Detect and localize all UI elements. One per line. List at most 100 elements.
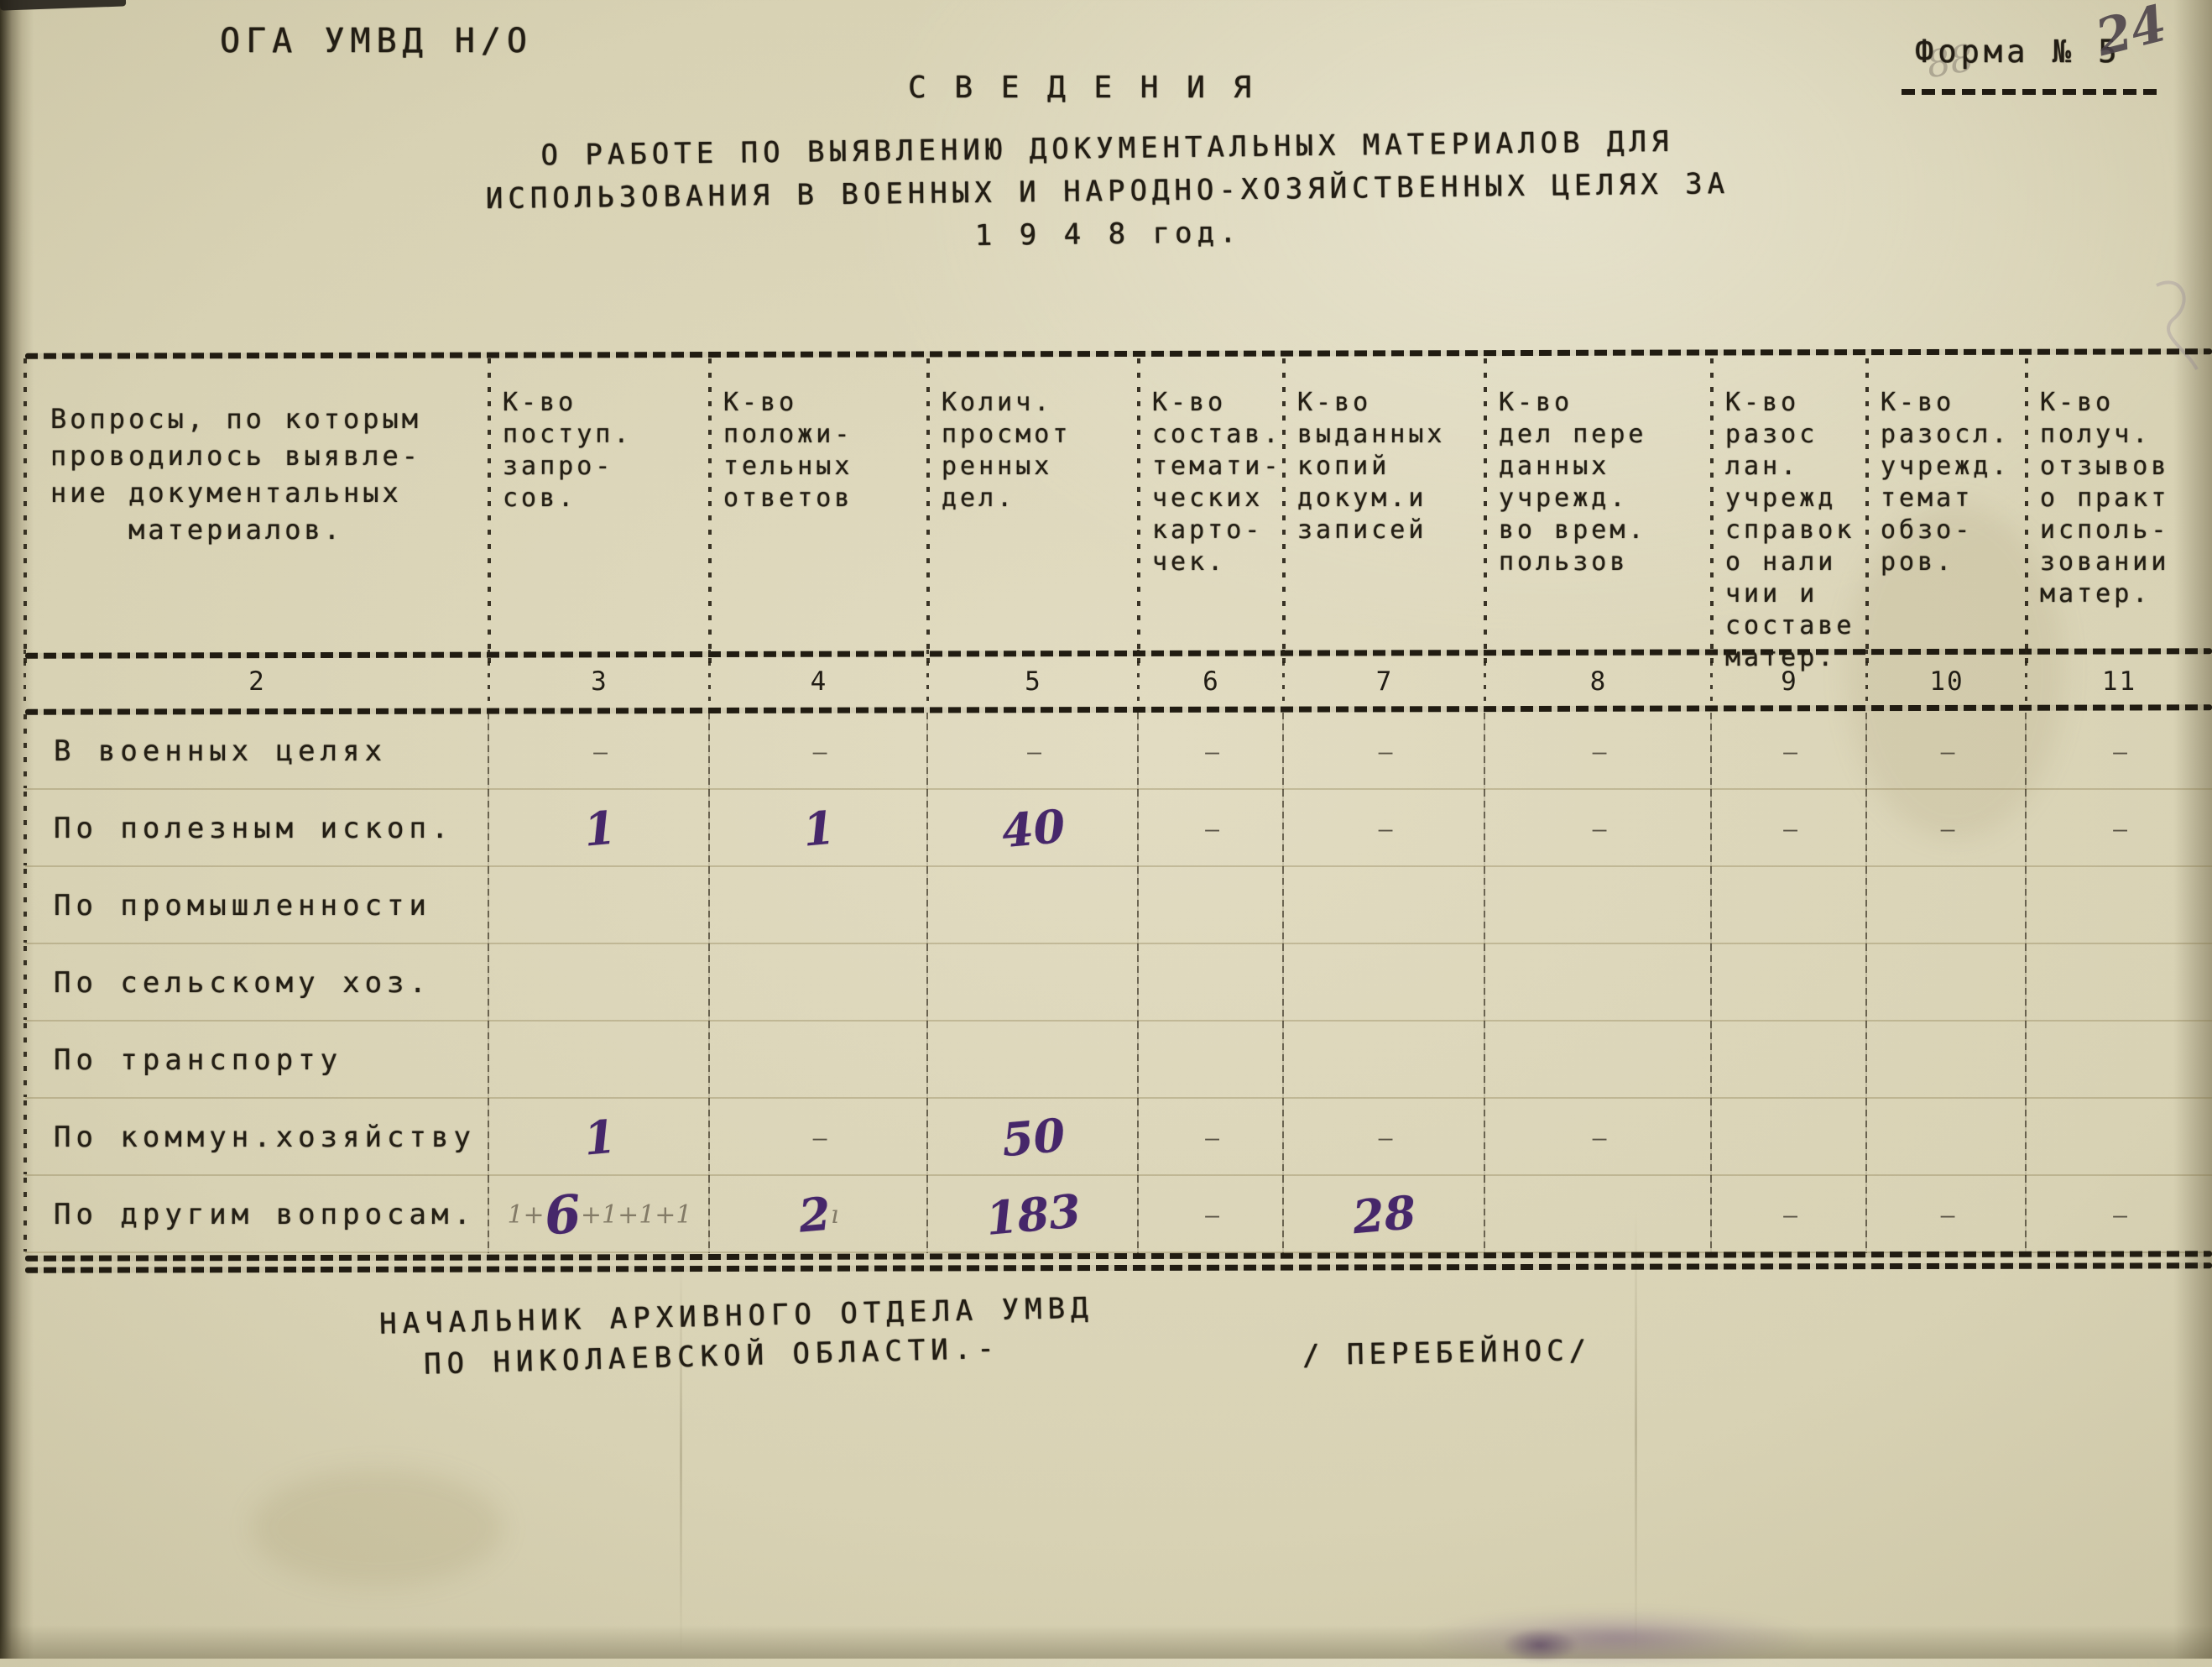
table-cell: — xyxy=(1710,713,1867,790)
table-cell: 28 xyxy=(1282,1176,1485,1253)
cell-value: — xyxy=(593,737,608,766)
cell-value: — xyxy=(1783,814,1797,843)
table-cell: — xyxy=(1865,790,2027,867)
row-label: В военных целях xyxy=(23,713,489,790)
document-title: О РАБОТЕ ПО ВЫЯВЛЕНИЮ ДОКУМЕНТАЛЬНЫХ МАТ… xyxy=(402,119,1813,265)
cell-value: 50 xyxy=(999,1107,1067,1168)
table-cell xyxy=(2025,944,2212,1022)
table-cell xyxy=(1484,1022,1712,1099)
table-row: По коммун.хозяйству 1 — 50 — — — xyxy=(23,1099,2212,1176)
cell-value: 6 xyxy=(541,1182,583,1247)
form-number-underline xyxy=(1902,89,2158,95)
table-cell xyxy=(1710,1099,1867,1176)
table-cell xyxy=(1282,1022,1485,1099)
column-header: Вопросы, по которым проводилось выявле- … xyxy=(23,357,489,674)
torn-corner-mark xyxy=(0,0,127,11)
table-cell: — xyxy=(708,1099,928,1176)
signature-name: / ПЕРЕБЕЙНОС/ xyxy=(1302,1334,1592,1372)
column-number: 10 xyxy=(1865,650,2027,707)
row-label: По другим вопросам. xyxy=(23,1176,489,1253)
page-bottom-edge-shadow xyxy=(0,1625,2212,1659)
table-cell xyxy=(488,867,710,944)
table-cell: — xyxy=(1484,790,1712,867)
cell-value: 1+ xyxy=(507,1199,545,1230)
document-heading: С В Е Д Е Н И Я xyxy=(908,71,1257,105)
table-cell: 1 xyxy=(708,790,928,867)
cell-value: — xyxy=(1783,1200,1797,1229)
handwritten-page-number: 24 xyxy=(2089,0,2173,69)
table-cell: — xyxy=(1282,790,1485,867)
table-cell xyxy=(926,867,1139,944)
table-cell xyxy=(926,944,1139,1022)
table-bottom-border-2 xyxy=(25,1262,2212,1273)
table-cell xyxy=(1137,867,1284,944)
table-cell xyxy=(1865,867,2027,944)
table-cell xyxy=(488,944,710,1022)
cell-value: — xyxy=(2113,814,2127,843)
cell-value: — xyxy=(1205,1200,1219,1229)
column-number: 6 xyxy=(1137,650,1284,707)
column-number: 7 xyxy=(1282,650,1485,707)
cell-value: — xyxy=(1205,814,1219,843)
table-header-row: Вопросы, по которым проводилось выявле- … xyxy=(23,357,2212,672)
table-cell: — xyxy=(1710,1176,1867,1253)
cell-value: — xyxy=(1592,737,1607,766)
table-cell: — xyxy=(488,713,710,790)
table-cell: 1+ 6 +1+1+1 xyxy=(488,1176,710,1253)
cell-value: ı xyxy=(830,1199,839,1230)
row-label: По полезным ископ. xyxy=(23,790,489,867)
table-cell: — xyxy=(1865,1176,2027,1253)
table-cell: — xyxy=(1710,790,1867,867)
row-label: По промышленности xyxy=(23,867,489,944)
table-cell: 183 xyxy=(926,1176,1139,1253)
cell-value: — xyxy=(1378,814,1393,843)
cell-value: 183 xyxy=(983,1184,1083,1246)
table-cell: — xyxy=(2025,790,2212,867)
table-row: По другим вопросам. 1+ 6 +1+1+1 2 ı 183—28— — — xyxy=(23,1176,2212,1253)
column-header: Колич. просмот ренных дел. xyxy=(926,357,1139,674)
table-cell: 50 xyxy=(926,1099,1139,1176)
table-cell xyxy=(1282,944,1485,1022)
table-cell: — xyxy=(1282,713,1485,790)
table-cell xyxy=(1865,1099,2027,1176)
table-body: В военных целях — — — — — — — — — По полезным иско… xyxy=(23,713,2212,1253)
table-cell xyxy=(1710,944,1867,1022)
archive-code: ОГА УМВД Н/О xyxy=(220,22,533,60)
table-cell: — xyxy=(2025,713,2212,790)
table-cell xyxy=(488,1022,710,1099)
column-header: К-во получ. отзывов о практ исполь- зова… xyxy=(2025,357,2212,674)
column-header: К-во дел пере данных учрежд. во врем. по… xyxy=(1484,357,1712,674)
column-number: 3 xyxy=(488,650,710,707)
table-cell xyxy=(1137,1022,1284,1099)
table-row: По промышленности xyxy=(23,867,2212,944)
table-cell: — xyxy=(1484,1099,1712,1176)
row-label: По сельскому хоз. xyxy=(23,944,489,1022)
column-header: К-во разос лан. учрежд справок о нали чи… xyxy=(1710,357,1867,674)
table-cell xyxy=(2025,1099,2212,1176)
column-number: 5 xyxy=(926,650,1139,707)
cell-value: — xyxy=(1592,814,1607,843)
cell-value: — xyxy=(1783,737,1797,766)
paper-crease xyxy=(680,1259,682,1659)
table-row: По полезным ископ. 1 1 40 — — — — — — xyxy=(23,790,2212,867)
table-cell: — xyxy=(926,713,1139,790)
table-cell xyxy=(708,944,928,1022)
cell-value: — xyxy=(812,737,827,766)
table-row: В военных целях — — — — — — — — — xyxy=(23,713,2212,790)
table-cell xyxy=(1282,867,1485,944)
table-cell xyxy=(1484,1176,1712,1253)
cell-value: — xyxy=(2113,1200,2127,1229)
table-cell xyxy=(1710,867,1867,944)
table-cell xyxy=(1484,867,1712,944)
column-header: К-во выданных копий докум.и записей xyxy=(1282,357,1485,674)
cell-value: — xyxy=(1027,737,1041,766)
column-number: 2 xyxy=(23,650,489,707)
table-cell xyxy=(1484,944,1712,1022)
table-cell xyxy=(2025,1022,2212,1099)
table-cell xyxy=(2025,867,2212,944)
ink-smudge xyxy=(1502,1628,1578,1662)
column-number: 9 xyxy=(1710,650,1867,707)
table-cell: — xyxy=(2025,1176,2212,1253)
ink-smudge xyxy=(1418,1608,1813,1667)
table-cell xyxy=(1865,944,2027,1022)
